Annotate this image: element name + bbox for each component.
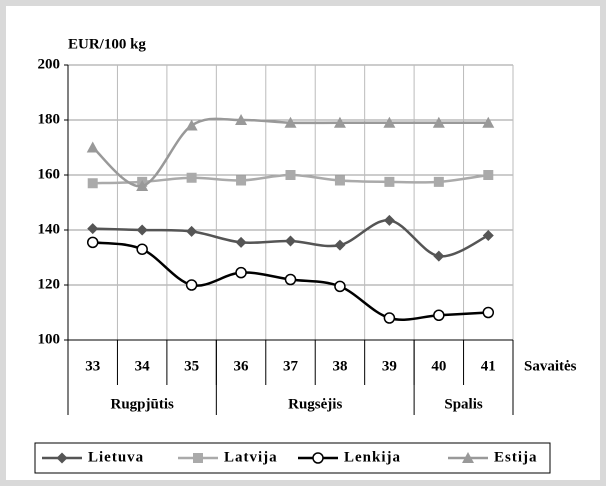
point	[285, 235, 296, 247]
point	[433, 176, 444, 187]
legend-label: Lietuva	[88, 449, 144, 465]
point	[284, 116, 297, 128]
point	[136, 180, 149, 191]
legend-label: Lenkija	[344, 449, 401, 465]
group-label: Rugpjūtis	[110, 396, 174, 412]
point	[383, 214, 395, 226]
legend-marker	[193, 453, 203, 463]
x-tick-label: 41	[481, 358, 496, 374]
point	[186, 172, 197, 183]
point	[86, 236, 99, 249]
x-tick-label: 40	[431, 358, 446, 374]
point	[285, 170, 296, 180]
point	[86, 141, 99, 153]
y-tick-label: 160	[38, 166, 61, 182]
x-axis-label: Savaitės	[524, 358, 577, 374]
point	[235, 266, 247, 279]
point	[334, 175, 345, 186]
point	[284, 273, 297, 286]
group-label: Spalis	[444, 396, 483, 412]
point	[333, 116, 346, 128]
point	[136, 243, 148, 255]
point	[235, 114, 248, 125]
legend-marker	[56, 452, 68, 464]
x-tick-label: 37	[283, 358, 299, 374]
point	[483, 170, 494, 180]
point	[482, 306, 495, 319]
point	[185, 119, 198, 131]
point	[482, 230, 494, 241]
point	[433, 309, 445, 321]
point	[432, 116, 445, 128]
x-tick-label: 33	[85, 358, 100, 374]
point	[383, 312, 396, 324]
point	[87, 178, 98, 189]
point	[334, 239, 346, 251]
y-tick-label: 100	[38, 331, 61, 347]
point	[87, 223, 99, 235]
point	[334, 280, 346, 293]
legend-label: Latvija	[224, 449, 278, 465]
legend-marker	[312, 452, 324, 464]
point	[383, 116, 396, 128]
x-tick-label: 35	[184, 358, 199, 374]
y-tick-label: 180	[38, 111, 61, 127]
x-tick-label: 34	[135, 358, 151, 374]
x-tick-label: 39	[382, 358, 397, 374]
legend-label: Estija	[494, 449, 538, 465]
legend-marker	[462, 452, 474, 463]
x-tick-label: 38	[332, 358, 347, 374]
point	[482, 116, 495, 128]
point	[186, 225, 198, 237]
point	[136, 224, 148, 236]
y-tick-label: 120	[38, 276, 61, 292]
y-axis-label: EUR/100 kg	[68, 36, 146, 52]
y-tick-label: 200	[38, 56, 61, 72]
y-tick-label: 140	[38, 221, 61, 237]
group-label: Rugsėjis	[288, 396, 342, 412]
point	[185, 279, 198, 291]
point	[384, 176, 395, 187]
x-tick-label: 36	[234, 358, 250, 374]
point	[236, 175, 247, 186]
point	[433, 250, 445, 262]
point	[235, 236, 247, 248]
